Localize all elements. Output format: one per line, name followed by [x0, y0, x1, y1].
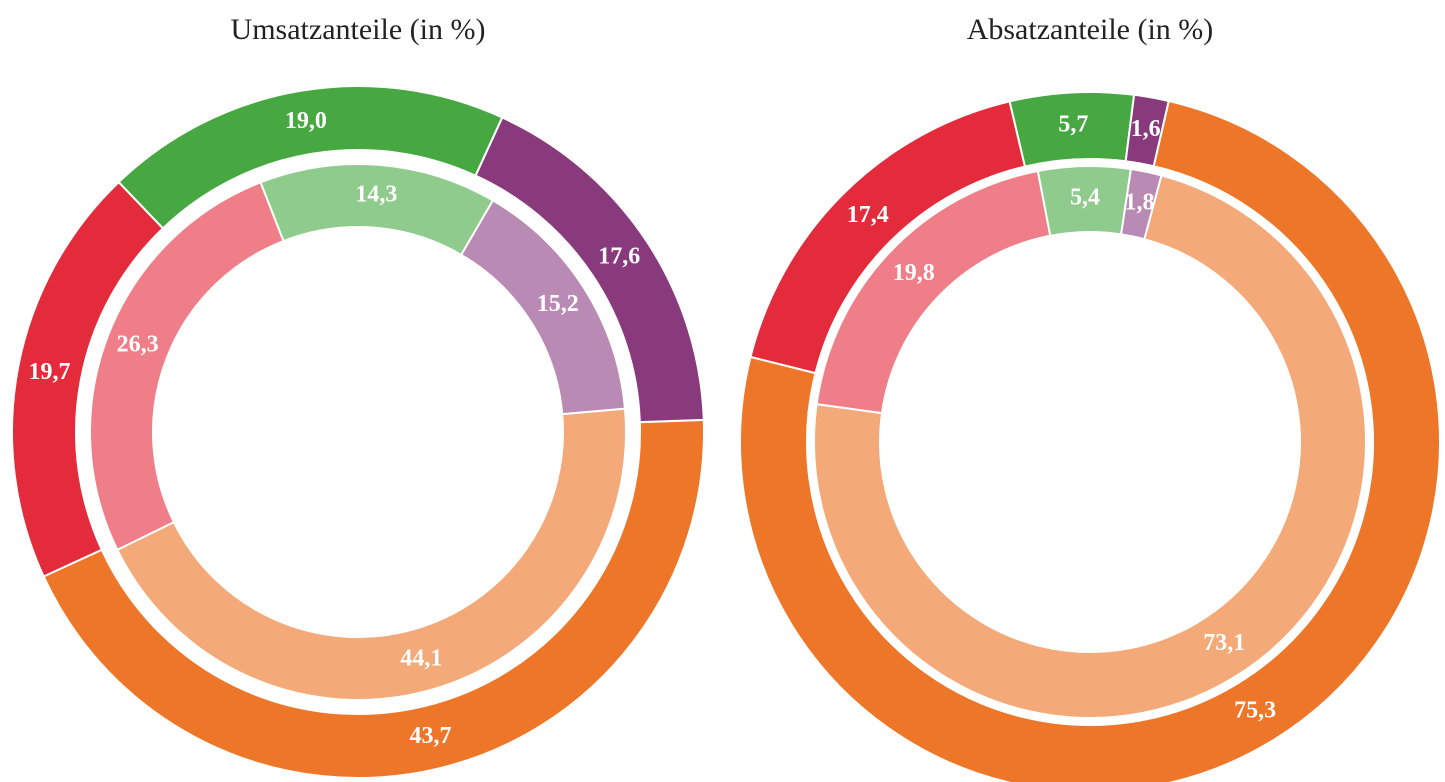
donut-segment — [1124, 93, 1170, 168]
data-label: 15,2 — [537, 291, 579, 317]
data-label: 19,8 — [893, 260, 935, 286]
donut-segment — [739, 99, 1441, 782]
data-label: 73,1 — [1203, 630, 1245, 656]
donut-segment — [813, 174, 1367, 719]
data-label: 14,3 — [355, 182, 397, 208]
data-label: 44,1 — [400, 645, 442, 671]
data-label: 1,8 — [1125, 190, 1155, 216]
chart-title: Umsatzanteile (in %) — [231, 13, 486, 46]
donut-segment — [1120, 167, 1163, 241]
data-label: 5,7 — [1058, 111, 1088, 137]
data-label: 43,7 — [409, 723, 451, 749]
donut-segment — [474, 116, 705, 424]
data-label: 17,4 — [847, 202, 889, 228]
data-label: 1,6 — [1131, 116, 1161, 142]
chart-title: Absatzanteile (in %) — [967, 13, 1214, 46]
data-label: 17,6 — [598, 243, 640, 269]
donut-segment — [459, 199, 627, 416]
data-label: 5,4 — [1070, 185, 1100, 211]
data-label: 19,7 — [29, 359, 71, 385]
data-label: 75,3 — [1234, 697, 1276, 723]
data-label: 19,0 — [285, 108, 327, 134]
donut-segment — [259, 163, 495, 257]
donut-segment — [42, 418, 705, 779]
data-label: 26,3 — [117, 332, 159, 358]
donut-segment — [115, 407, 627, 701]
